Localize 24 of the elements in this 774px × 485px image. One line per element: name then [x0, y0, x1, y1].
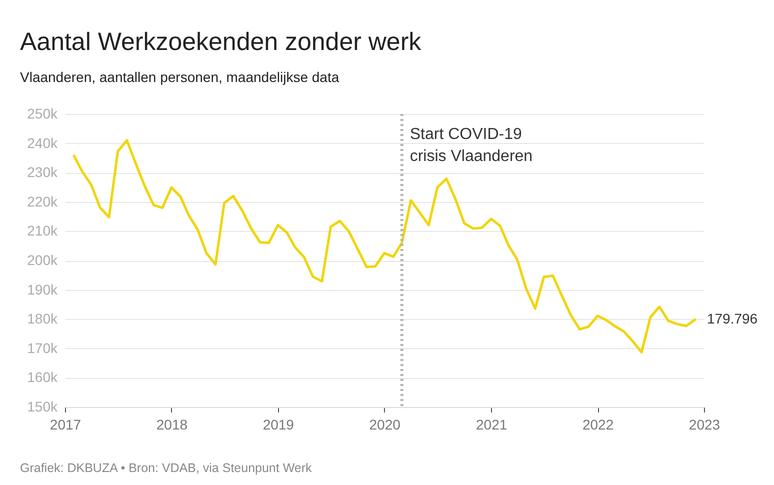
y-tick-label: 210k	[27, 222, 58, 239]
y-tick-label: 220k	[27, 193, 58, 210]
x-tick-label: 2020	[369, 416, 401, 432]
chart-subtitle: Vlaanderen, aantallen personen, maandelijkse data	[20, 69, 340, 85]
y-tick-label: 170k	[27, 340, 58, 356]
chart-title: Aantal Werkzoekenden zonder werk	[20, 28, 422, 56]
line-series	[72, 139, 696, 354]
ref-line-label: Start COVID-19 crisis Vlaanderen	[410, 126, 533, 165]
y-tick-label: 250k	[27, 106, 58, 122]
x-tick-label: 2022	[582, 416, 614, 432]
x-tick-label: 2018	[156, 416, 188, 432]
y-tick-label: 200k	[27, 252, 58, 268]
x-tick-label: 2019	[262, 416, 294, 432]
y-tick-label: 150k	[27, 398, 58, 414]
text: Grafiek: DKBUZA • Bron: VDAB, via Steunpunt Werk	[20, 461, 313, 475]
y-tick-label: 180k	[27, 310, 58, 327]
y-tick-label: 190k	[27, 281, 58, 298]
y-tick-label: 160k	[27, 369, 58, 386]
x-tick-label: 2017	[50, 416, 82, 432]
y-tick-label: 230k	[27, 164, 58, 180]
data-label: 179.796	[706, 310, 758, 327]
x-tick-label: 2021	[476, 416, 508, 432]
y-tick-label: 240k	[27, 134, 58, 151]
x-tick-label: 2023	[688, 416, 720, 432]
